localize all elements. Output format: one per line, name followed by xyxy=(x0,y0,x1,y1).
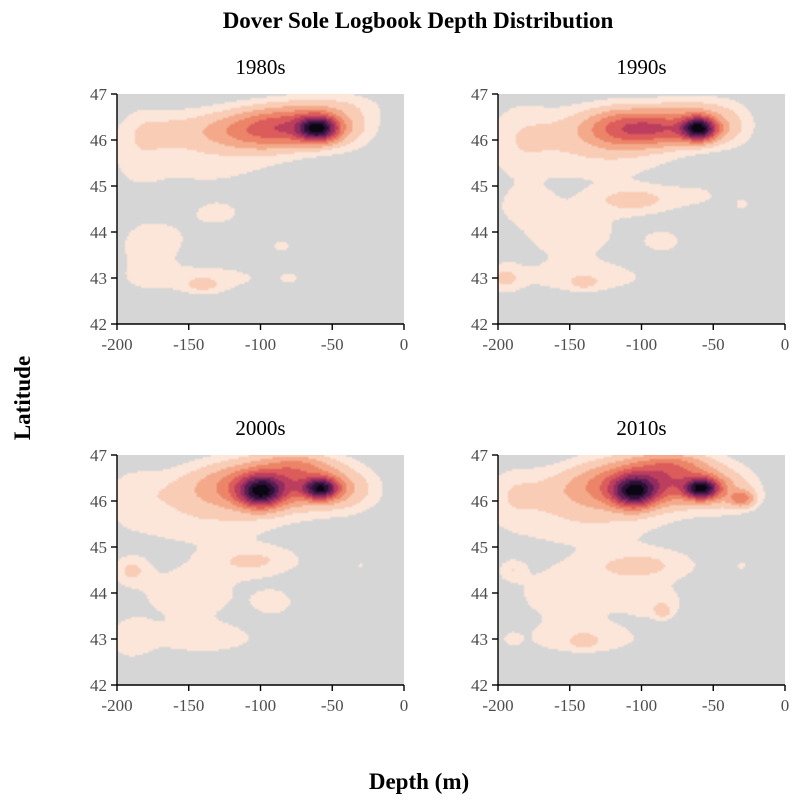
panel-title: 2000s xyxy=(235,416,285,440)
y-tick-label: 47 xyxy=(471,85,489,104)
x-tick-label: -150 xyxy=(173,696,204,715)
y-tick-label: 46 xyxy=(471,492,488,511)
x-tick-label: 0 xyxy=(781,335,790,354)
x-tick-label: 0 xyxy=(400,335,409,354)
y-axis-title: Latitude xyxy=(10,356,35,440)
panel-1980s: 1980s -200 -150 -100 -50 0 42 43 44 45 46 47 xyxy=(90,55,408,354)
x-tick-label: -150 xyxy=(173,335,204,354)
x-tick-label: -100 xyxy=(626,696,657,715)
y-tick-label: 43 xyxy=(90,269,107,288)
density-surface xyxy=(117,455,404,685)
y-tick-label: 45 xyxy=(90,538,107,557)
y-tick-label: 45 xyxy=(90,177,107,196)
y-tick-label: 42 xyxy=(90,315,107,334)
x-axis-title: Depth (m) xyxy=(369,769,469,794)
panel-2010s: 2010s -200 -150 -100 -50 0 42 43 44 45 46 47 xyxy=(471,416,789,715)
y-tick-label: 46 xyxy=(471,131,488,150)
y-tick-label: 46 xyxy=(90,131,107,150)
y-tick-label: 43 xyxy=(90,630,107,649)
panel-2000s: 2000s -200 -150 -100 -50 0 42 43 44 45 46 47 xyxy=(90,416,408,715)
x-tick-label: -150 xyxy=(554,696,585,715)
panel-1990s: 1990s -200 -150 -100 -50 0 42 43 44 45 46 47 xyxy=(471,55,789,354)
x-tick-label: -200 xyxy=(482,335,513,354)
x-tick-label: -50 xyxy=(702,335,725,354)
panel-title: 1980s xyxy=(235,55,285,79)
y-tick-label: 44 xyxy=(90,223,108,242)
x-tick-label: -200 xyxy=(482,696,513,715)
y-tick-label: 47 xyxy=(90,85,108,104)
x-tick-label: -100 xyxy=(245,335,276,354)
y-tick-label: 47 xyxy=(471,446,489,465)
chart-title: Dover Sole Logbook Depth Distribution xyxy=(223,8,614,33)
density-surface xyxy=(498,94,785,324)
y-tick-label: 44 xyxy=(90,584,108,603)
x-tick-label: -150 xyxy=(554,335,585,354)
x-tick-label: -50 xyxy=(321,696,344,715)
y-tick-label: 42 xyxy=(471,676,488,695)
y-tick-label: 47 xyxy=(90,446,108,465)
density-surface xyxy=(117,94,404,324)
y-tick-label: 43 xyxy=(471,630,488,649)
x-tick-label: 0 xyxy=(400,696,409,715)
x-tick-label: -200 xyxy=(101,335,132,354)
x-tick-label: -100 xyxy=(245,696,276,715)
panel-title: 1990s xyxy=(616,55,666,79)
y-tick-label: 45 xyxy=(471,538,488,557)
y-tick-label: 44 xyxy=(471,223,489,242)
y-tick-label: 44 xyxy=(471,584,489,603)
panel-grid: 1980s -200 -150 -100 -50 0 42 43 44 45 46 47 1990s -2… xyxy=(90,55,789,715)
x-tick-label: -50 xyxy=(321,335,344,354)
x-tick-label: 0 xyxy=(781,696,790,715)
x-tick-label: -200 xyxy=(101,696,132,715)
y-tick-label: 46 xyxy=(90,492,107,511)
y-tick-label: 42 xyxy=(90,676,107,695)
y-tick-label: 45 xyxy=(471,177,488,196)
x-tick-label: -100 xyxy=(626,335,657,354)
y-tick-label: 43 xyxy=(471,269,488,288)
panel-title: 2010s xyxy=(616,416,666,440)
y-tick-label: 42 xyxy=(471,315,488,334)
x-tick-label: -50 xyxy=(702,696,725,715)
density-surface xyxy=(498,455,785,685)
